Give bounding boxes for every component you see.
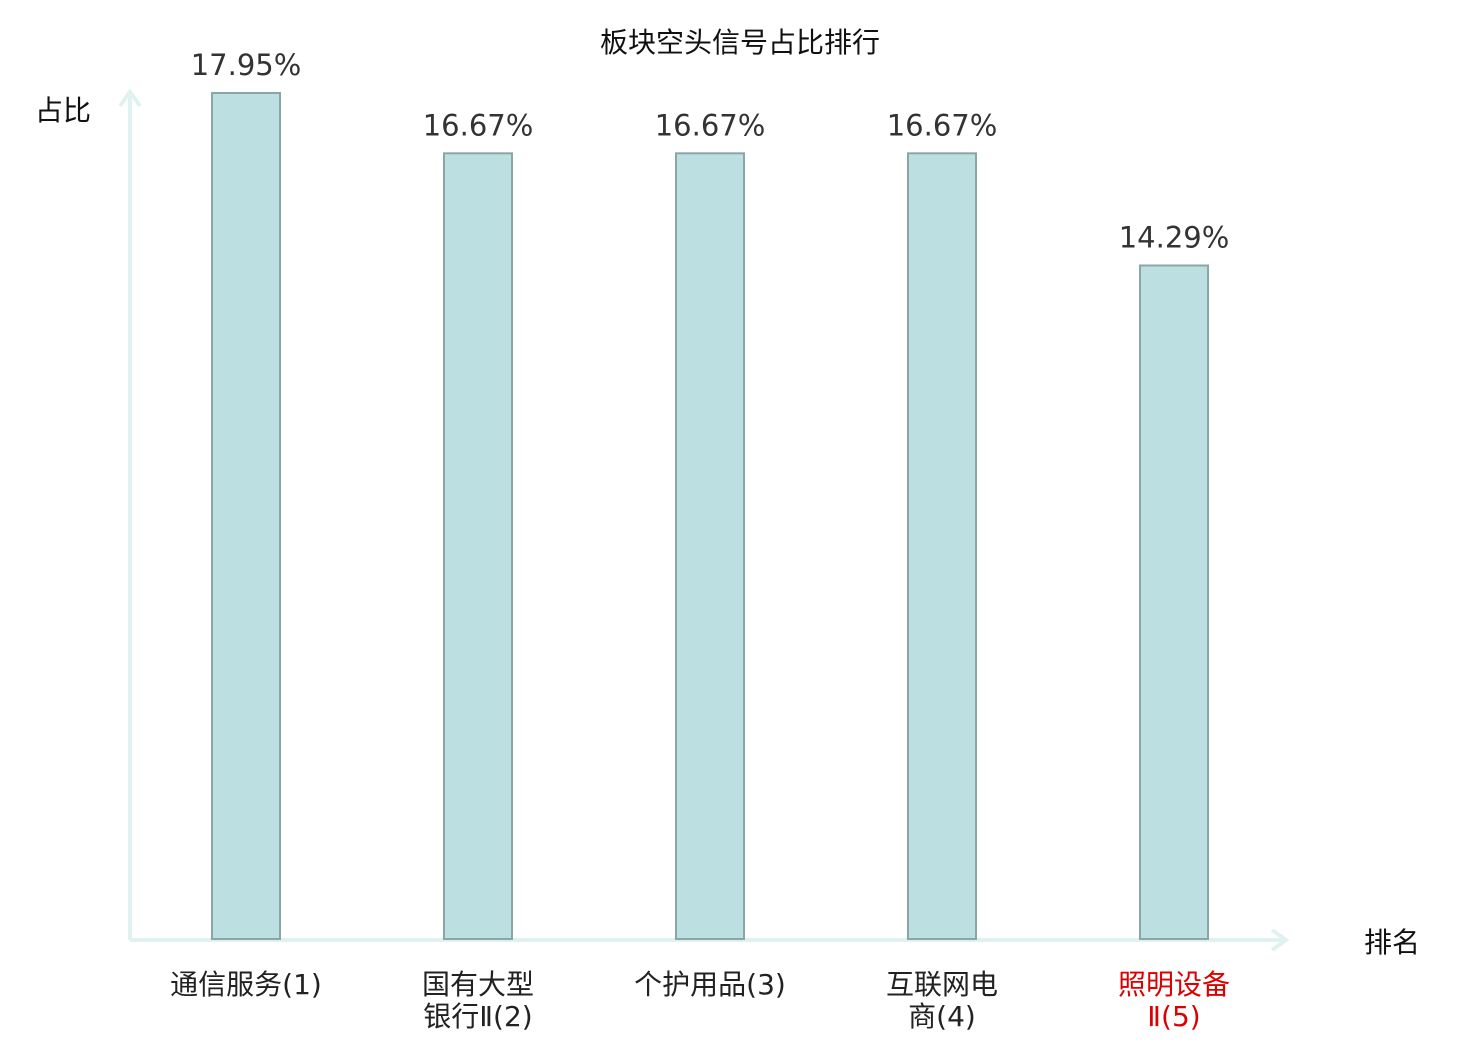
value-label-5: 14.29%: [1119, 220, 1230, 254]
value-label-3: 16.67%: [655, 108, 766, 142]
chart-title: 板块空头信号占比排行: [600, 26, 880, 59]
bar-5: [1139, 264, 1209, 941]
bar-1: [211, 92, 281, 940]
value-labels-group: 17.95% 16.67% 16.67% 16.67% 14.29%: [191, 48, 1230, 254]
bar-4: [907, 152, 977, 940]
category-label-5-line-2: Ⅱ(5): [1147, 1000, 1200, 1033]
bars-group: [211, 92, 1209, 941]
category-label-5-line-1: 照明设备: [1118, 968, 1230, 1001]
value-label-2: 16.67%: [423, 108, 534, 142]
x-axis-arrowhead: [1270, 928, 1290, 952]
y-axis-label: 占比: [35, 94, 91, 127]
y-axis-arrowhead: [118, 88, 142, 108]
category-label-2-line-2: 银行Ⅱ(2): [423, 1000, 532, 1033]
bar-2: [443, 152, 513, 940]
value-label-1: 17.95%: [191, 48, 302, 82]
category-label-2-line-1: 国有大型: [422, 968, 534, 1001]
category-label-4-line-2: 商(4): [908, 1000, 976, 1033]
x-axis-label: 排名: [1364, 926, 1420, 959]
value-label-4: 16.67%: [887, 108, 998, 142]
category-label-1: 通信服务(1): [170, 968, 322, 1001]
category-label-4-line-1: 互联网电: [886, 968, 998, 1001]
bar-3: [675, 152, 745, 940]
category-label-3: 个护用品(3): [634, 968, 786, 1001]
